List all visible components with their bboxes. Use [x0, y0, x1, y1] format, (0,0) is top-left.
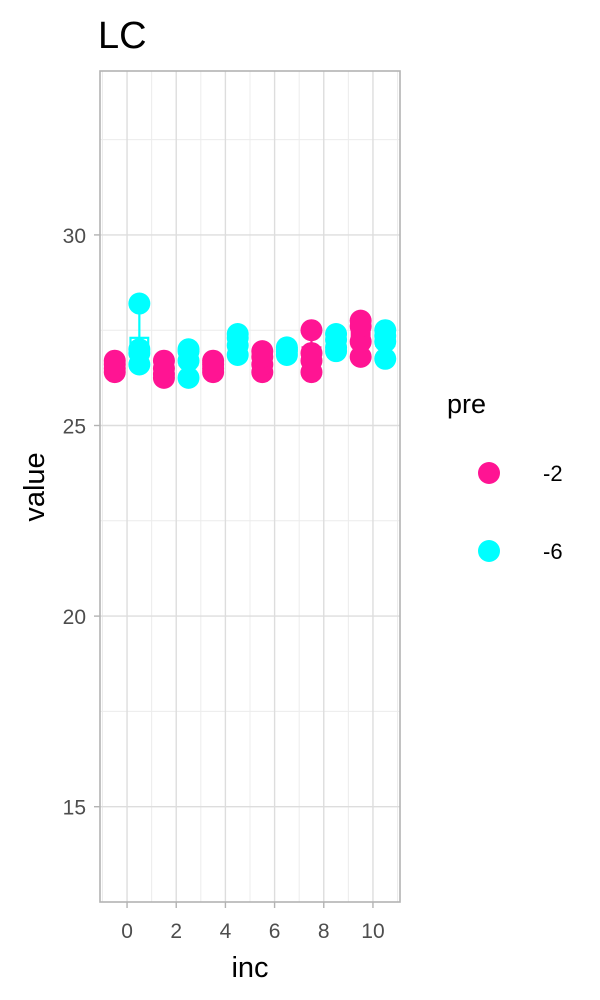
data-point--6 — [177, 338, 200, 361]
y-tick-label: 30 — [63, 225, 86, 248]
data-point--2 — [152, 349, 175, 372]
legend: pre -2 -6 — [447, 389, 563, 564]
data-point--6 — [325, 323, 348, 346]
data-point--2 — [349, 345, 372, 368]
x-tick-label: 2 — [170, 920, 182, 943]
y-tick-label: 20 — [63, 606, 86, 629]
panel-border — [99, 70, 401, 903]
x-axis-ticks: 0 2 4 6 8 10 — [121, 902, 385, 943]
y-axis-title: value — [19, 452, 51, 521]
legend-entries: -2 -6 — [478, 461, 563, 564]
grid — [100, 71, 400, 902]
x-tick-label: 0 — [121, 920, 133, 943]
x-tick-label: 4 — [220, 920, 232, 943]
legend-title: pre — [447, 389, 486, 419]
x-tick-label: 8 — [318, 920, 330, 943]
data-point--6 — [128, 338, 151, 361]
data-point--2 — [349, 330, 372, 353]
data-point--6 — [374, 347, 397, 370]
legend-label: -2 — [543, 461, 563, 486]
legend-label: -6 — [543, 539, 563, 564]
chart-title: LC — [98, 15, 147, 57]
data-point--6 — [275, 336, 298, 359]
legend-key--6 — [478, 540, 500, 562]
x-axis-title: inc — [231, 952, 268, 984]
data-point--6 — [177, 366, 200, 389]
data-point--2 — [103, 349, 126, 372]
data-point--2 — [349, 309, 372, 332]
data-point--6 — [374, 319, 397, 342]
data-point--2 — [300, 319, 323, 342]
x-tick-label: 6 — [269, 920, 281, 943]
y-tick-label: 15 — [63, 797, 86, 820]
legend-key--2 — [478, 462, 500, 484]
data-point--2 — [202, 349, 225, 372]
y-tick-label: 25 — [63, 416, 86, 439]
data-points — [103, 292, 397, 389]
data-point--6 — [226, 323, 249, 346]
y-axis-ticks: 15 20 25 30 — [63, 225, 100, 820]
data-point--2 — [300, 342, 323, 365]
x-tick-label: 10 — [361, 920, 384, 943]
data-point--6 — [128, 292, 151, 315]
data-point--2 — [251, 340, 274, 363]
